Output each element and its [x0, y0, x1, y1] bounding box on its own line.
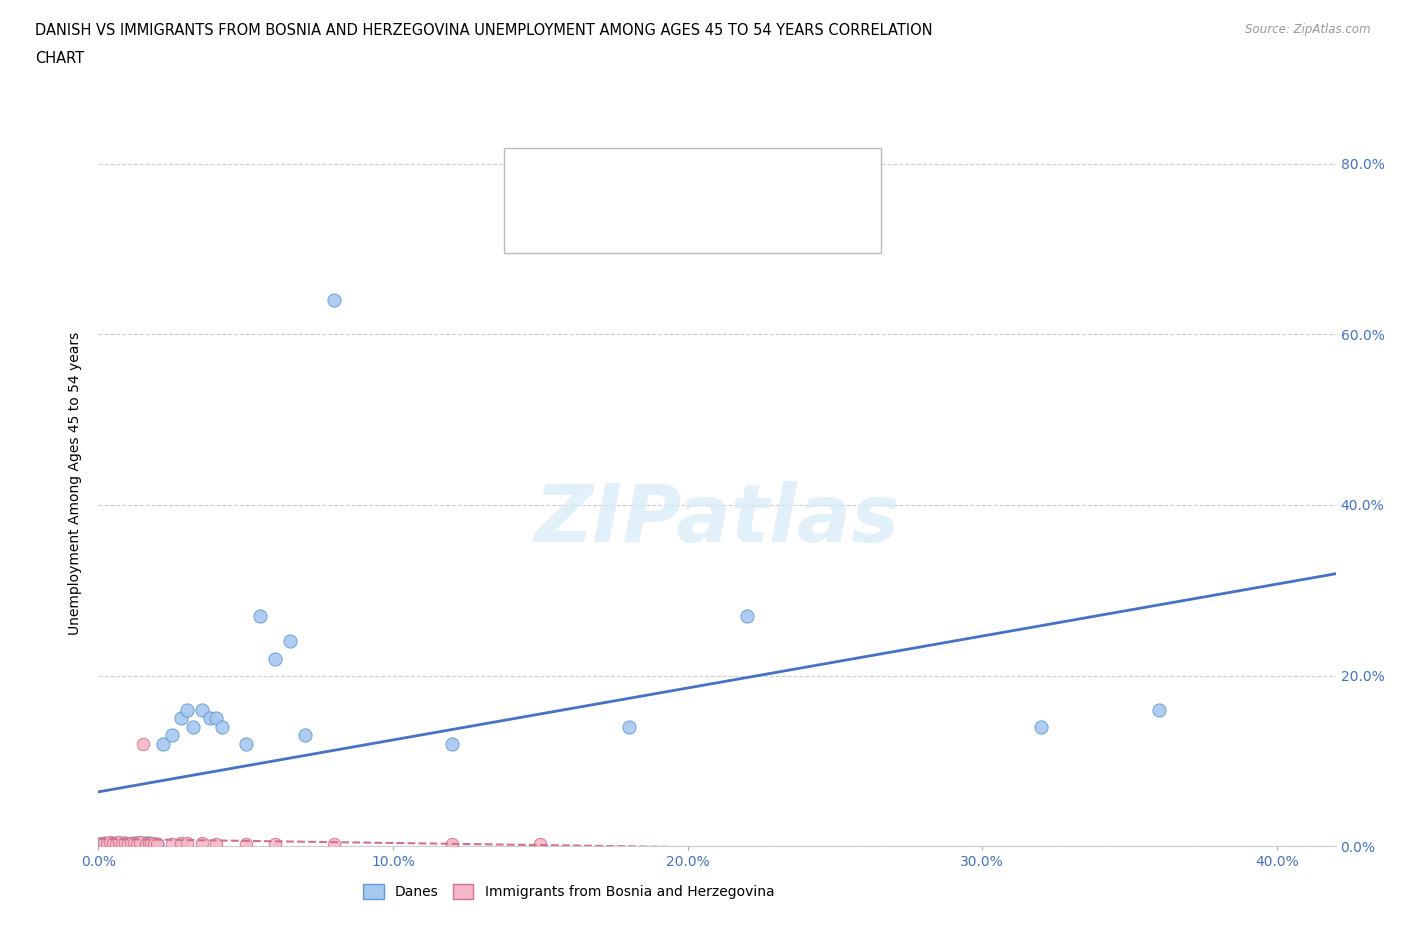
Point	[105, 836, 128, 851]
Point	[108, 836, 131, 851]
Point	[98, 835, 121, 850]
Point	[323, 836, 346, 851]
Point	[152, 737, 174, 751]
Point	[114, 835, 136, 850]
Point	[122, 835, 145, 850]
Text: Source: ZipAtlas.com: Source: ZipAtlas.com	[1246, 23, 1371, 36]
Point	[235, 836, 257, 851]
Point	[176, 835, 198, 850]
Text: R =  0.11   N = 30: R = 0.11 N = 30	[560, 216, 724, 233]
Point	[235, 737, 257, 751]
Point	[117, 836, 139, 851]
Text: DANISH VS IMMIGRANTS FROM BOSNIA AND HERZEGOVINA UNEMPLOYMENT AMONG AGES 45 TO 5: DANISH VS IMMIGRANTS FROM BOSNIA AND HER…	[35, 23, 932, 38]
Point	[141, 835, 163, 850]
Point	[128, 834, 150, 849]
Point	[143, 836, 166, 851]
Point	[138, 835, 160, 850]
Point	[117, 836, 139, 851]
Point	[111, 836, 134, 851]
Point	[141, 836, 163, 851]
Point	[1029, 720, 1052, 735]
Point	[108, 834, 131, 849]
Point	[200, 711, 222, 725]
Point	[131, 737, 153, 751]
Point	[96, 836, 118, 851]
Point	[278, 634, 301, 649]
Point	[146, 836, 169, 851]
Point	[125, 835, 148, 850]
Point	[138, 835, 160, 850]
Point	[190, 702, 212, 717]
Point	[529, 836, 551, 851]
Point	[111, 836, 134, 851]
Text: ZIPatlas: ZIPatlas	[534, 481, 900, 559]
Point	[176, 702, 198, 717]
Point	[93, 835, 115, 850]
Point	[128, 836, 150, 851]
Point	[170, 835, 193, 850]
Point	[323, 293, 346, 308]
Y-axis label: Unemployment Among Ages 45 to 54 years: Unemployment Among Ages 45 to 54 years	[69, 332, 83, 635]
Point	[114, 835, 136, 850]
Point	[96, 836, 118, 851]
Point	[146, 836, 169, 851]
Point	[264, 651, 287, 666]
Point	[101, 835, 124, 850]
Point	[205, 836, 228, 851]
Point	[211, 720, 233, 735]
Text: CHART: CHART	[35, 51, 84, 66]
Point	[135, 836, 157, 851]
Point	[143, 836, 166, 851]
Point	[1147, 702, 1170, 717]
Point	[120, 836, 142, 851]
Point	[190, 835, 212, 850]
Point	[249, 608, 271, 623]
Point	[122, 835, 145, 850]
Point	[160, 836, 183, 851]
Point	[98, 834, 121, 849]
Legend: Danes, Immigrants from Bosnia and Herzegovina: Danes, Immigrants from Bosnia and Herzeg…	[357, 879, 780, 905]
Point	[205, 711, 228, 725]
Point	[160, 728, 183, 743]
Point	[120, 835, 142, 850]
Text: R = 0.423   N = 40: R = 0.423 N = 40	[560, 168, 731, 187]
Point	[170, 711, 193, 725]
Point	[125, 836, 148, 851]
Point	[105, 835, 128, 850]
Point	[101, 836, 124, 851]
Point	[264, 836, 287, 851]
Point	[294, 728, 316, 743]
Point	[181, 720, 204, 735]
Point	[93, 835, 115, 850]
Point	[135, 835, 157, 850]
Point	[617, 720, 640, 735]
Point	[440, 836, 463, 851]
Point	[131, 836, 153, 851]
Point	[87, 836, 110, 851]
Point	[735, 608, 758, 623]
Point	[440, 737, 463, 751]
Point	[87, 836, 110, 851]
